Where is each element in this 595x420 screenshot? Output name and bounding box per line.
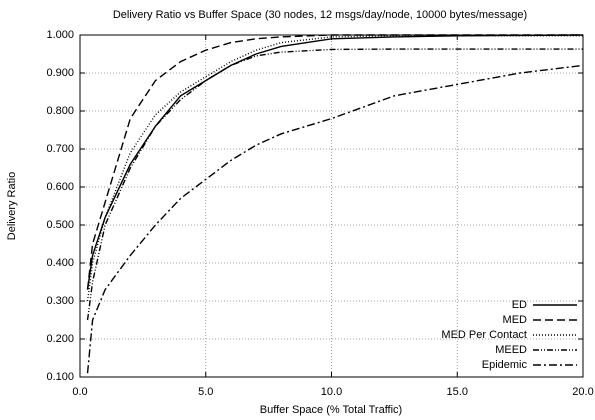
x-tick-label: 20.0 <box>572 386 593 398</box>
y-tick-label: 0.100 <box>46 371 74 383</box>
legend-label: MEED <box>495 344 527 356</box>
y-tick-label: 0.700 <box>46 143 74 155</box>
x-tick-label: 10.0 <box>321 386 342 398</box>
y-tick-label: 0.600 <box>46 181 74 193</box>
series-line <box>86 34 583 290</box>
x-tick-label: 0.0 <box>72 386 87 398</box>
legend-label: MED <box>503 314 528 326</box>
y-tick-label: 0.300 <box>46 295 74 307</box>
y-tick-label: 0.200 <box>46 333 74 345</box>
legend-label: Epidemic <box>482 359 528 371</box>
series-line <box>86 64 584 374</box>
y-tick-label: 1.000 <box>46 29 74 41</box>
x-axis-label: Buffer Space (% Total Traffic) <box>260 404 402 416</box>
legend-label: ED <box>512 299 527 311</box>
y-tick-label: 0.800 <box>46 105 74 117</box>
series-line <box>86 48 583 321</box>
y-tick-label: 0.500 <box>46 219 74 231</box>
series-line <box>86 35 583 302</box>
x-tick-label: 5.0 <box>198 386 213 398</box>
y-tick-label: 0.400 <box>46 257 74 269</box>
x-tick-label: 15.0 <box>447 386 468 398</box>
legend-label: MED Per Contact <box>441 329 527 341</box>
y-tick-label: 0.900 <box>46 67 74 79</box>
y-axis-label: Delivery Ratio <box>6 172 18 240</box>
chart-title: Delivery Ratio vs Buffer Space (30 nodes… <box>113 9 527 21</box>
